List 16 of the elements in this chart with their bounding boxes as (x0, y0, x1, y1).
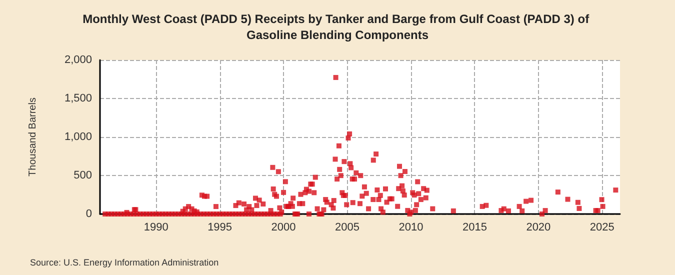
y-tick-label: 1,000 (64, 131, 92, 143)
x-tick-label: 2005 (335, 222, 360, 234)
x-tick-label: 1990 (144, 222, 168, 234)
source-note: Source: U.S. Energy Information Administration (30, 258, 219, 268)
x-tick-label: 2025 (590, 222, 614, 234)
x-tick-label: 2020 (526, 222, 551, 234)
x-tick-label: 2015 (462, 222, 487, 234)
x-tick-label: 1995 (208, 222, 232, 234)
chart-title: Monthly West Coast (PADD 5) Receipts by Tanker and Barge from Gulf Coast (PADD 3) of Gasoline Blending Components (82, 12, 592, 42)
y-tick-label: 0 (86, 208, 92, 220)
y-axis-title: Thousand Barrels (28, 98, 38, 176)
y-tick-label: 1,500 (64, 92, 92, 104)
y-tick-label: 2,000 (64, 54, 92, 66)
x-tick-label: 2010 (398, 222, 424, 234)
y-tick-label: 500 (74, 170, 92, 182)
x-tick-label: 2000 (271, 222, 296, 234)
